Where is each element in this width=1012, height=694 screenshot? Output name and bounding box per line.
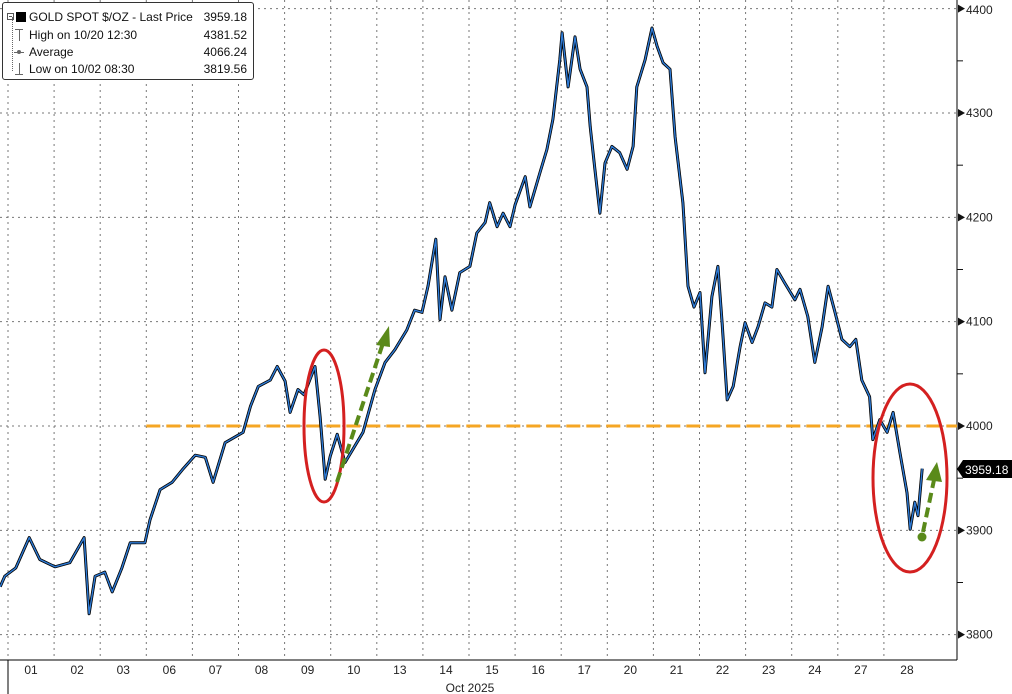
legend-series: GOLD SPOT $/OZ - Last Price 3959.18 <box>7 9 249 25</box>
last-price-value: 3959.18 <box>965 463 1009 477</box>
y-tick-label: 4400 <box>966 3 993 17</box>
y-tick-marker <box>958 526 965 535</box>
y-tick-marker <box>958 422 965 430</box>
annotation-circle-oct28 <box>871 382 949 574</box>
annotation-circle-oct09 <box>302 348 346 504</box>
annotation-arrow-oct10 <box>335 326 390 483</box>
x-tick-label: 02 <box>70 663 84 677</box>
y-tick-label: 4300 <box>966 106 993 120</box>
x-tick-label: 08 <box>255 663 269 677</box>
x-axis: 01 02 03 06 07 08 09 10 13 14 15 16 17 20 21 22 23 24 27 28 <box>0 659 957 694</box>
x-tick-label: 01 <box>24 663 38 677</box>
average-marker-icon <box>14 46 24 58</box>
legend-average: Average 4066.24 <box>14 44 249 60</box>
x-tick-label: 17 <box>578 663 592 677</box>
x-tick-label: 27 <box>854 663 868 677</box>
collapse-icon[interactable] <box>7 13 14 20</box>
x-tick-label: 14 <box>439 663 453 677</box>
x-tick-label: 03 <box>117 663 131 677</box>
x-tick-label: 15 <box>485 663 499 677</box>
legend-low: Low on 10/02 08:30 3819.56 <box>15 61 249 77</box>
y-tick-label: 3900 <box>966 523 993 537</box>
x-tick-label: 07 <box>209 663 223 677</box>
x-tick-label: 28 <box>900 663 914 677</box>
x-tick-label: 24 <box>808 663 822 677</box>
series-color-swatch <box>16 12 26 22</box>
price-line-outline <box>0 26 924 616</box>
y-tick-marker <box>958 630 965 639</box>
y-tick-label: 4100 <box>966 315 993 329</box>
x-tick-label: 13 <box>393 663 407 677</box>
last-price-tag: 3959.18 <box>957 460 1012 478</box>
price-line <box>0 27 923 615</box>
x-tick-label: 10 <box>347 663 361 677</box>
y-tick-marker <box>958 109 965 118</box>
x-tick-label: 06 <box>163 663 177 677</box>
legend-high: High on 10/20 12:30 4381.52 <box>15 27 249 43</box>
y-tick-label: 4200 <box>966 210 993 224</box>
x-tick-label: 09 <box>301 663 315 677</box>
y-axis: 4400 4300 4200 4100 4000 3900 3800 <box>956 0 993 660</box>
y-tick-label: 4000 <box>966 419 993 433</box>
x-tick-label: 23 <box>762 663 776 677</box>
x-tick-label: 20 <box>624 663 638 677</box>
annotation-arrow-oct28 <box>917 462 942 542</box>
legend: GOLD SPOT $/OZ - Last Price 3959.18 High… <box>2 2 254 80</box>
low-marker-icon <box>14 63 24 75</box>
y-tick-marker <box>958 317 965 326</box>
y-tick-label: 3800 <box>966 628 993 642</box>
y-tick-marker <box>958 4 965 13</box>
x-axis-title: Oct 2025 <box>446 681 495 694</box>
x-tick-label: 16 <box>531 663 545 677</box>
y-tick-marker <box>958 213 965 222</box>
high-marker-icon <box>14 29 24 41</box>
grid <box>0 0 957 660</box>
x-tick-label: 21 <box>670 663 684 677</box>
x-tick-label: 22 <box>716 663 730 677</box>
